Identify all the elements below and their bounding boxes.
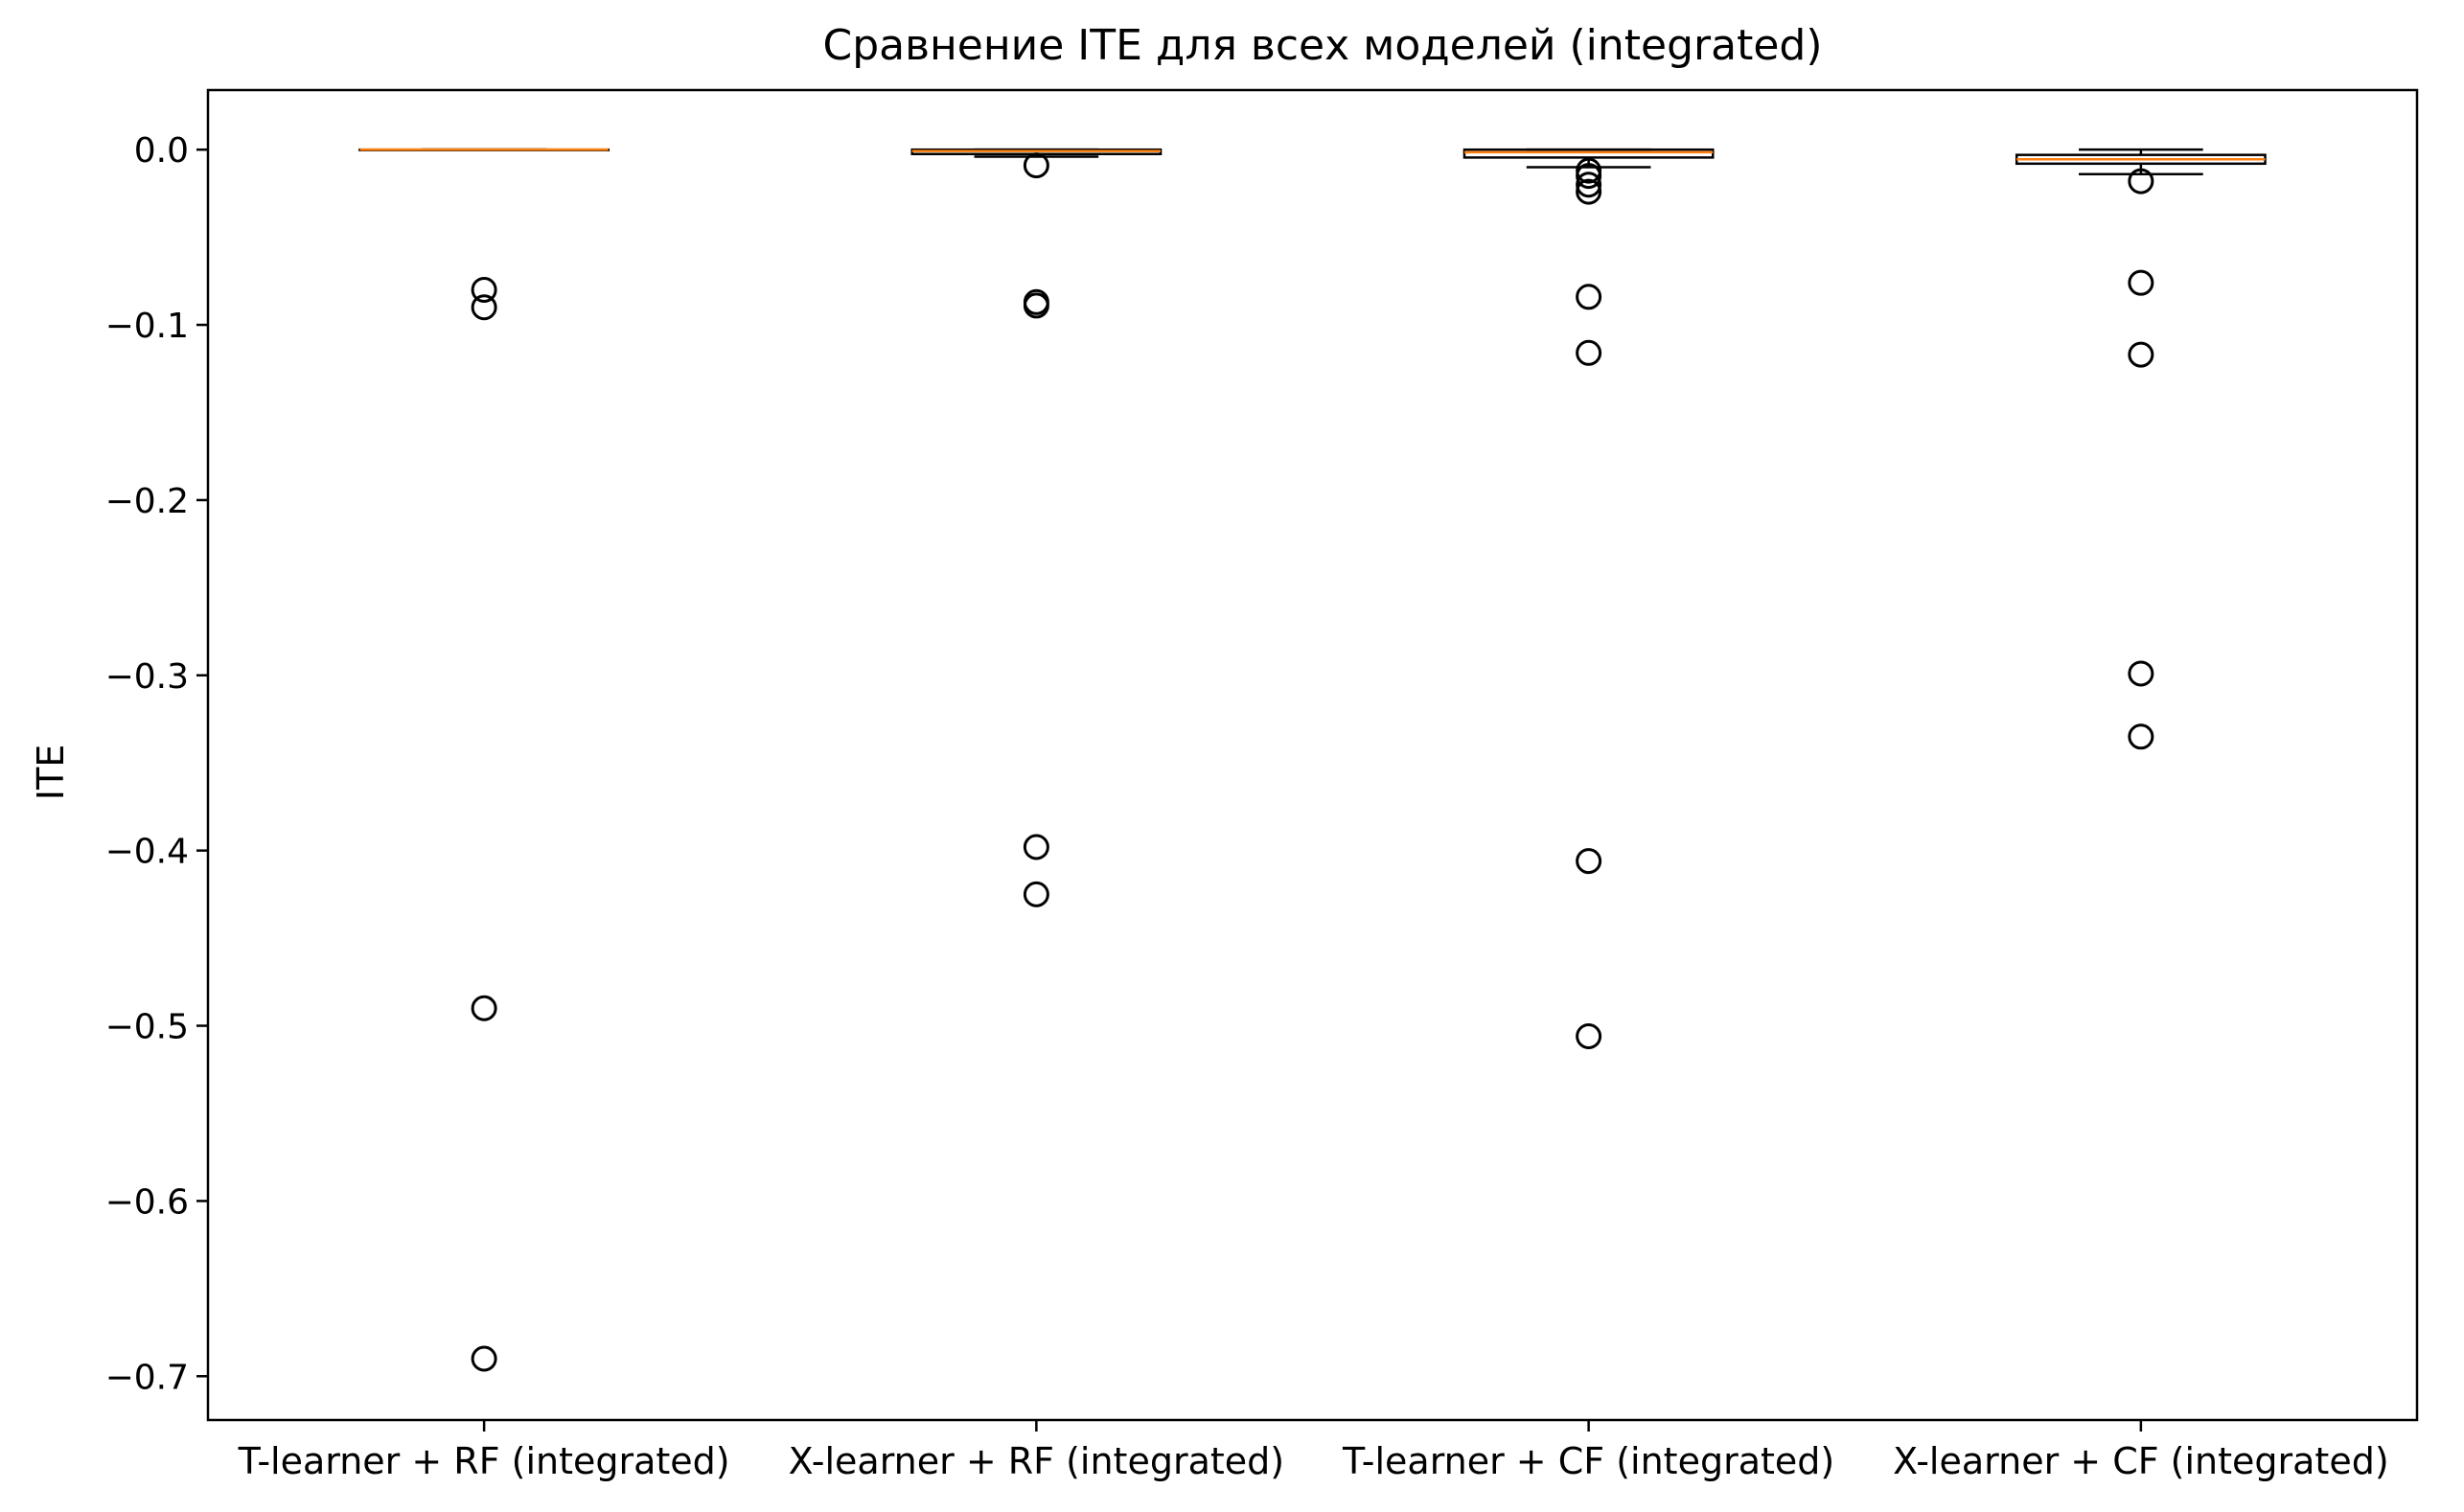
outlier-point bbox=[1576, 339, 1602, 366]
box-plots bbox=[358, 148, 2267, 1372]
outlier-point bbox=[1576, 1023, 1602, 1050]
outlier-point bbox=[1023, 881, 1049, 907]
outlier-point bbox=[471, 995, 497, 1021]
box-group bbox=[2015, 148, 2267, 750]
outlier-point bbox=[2128, 660, 2154, 687]
x-tick-label: T-learner + CF (integrated) bbox=[1342, 1440, 1834, 1482]
box-group bbox=[1462, 148, 1715, 1050]
y-tick-label: −0.5 bbox=[105, 1008, 189, 1047]
x-axis-ticks: T-learner + RF (integrated) X-learner + R… bbox=[238, 1420, 2389, 1482]
x-tick-label: X-learner + RF (integrated) bbox=[789, 1440, 1284, 1482]
y-tick-label: −0.3 bbox=[105, 657, 189, 697]
y-tick-label: −0.6 bbox=[105, 1182, 189, 1222]
y-axis-ticks: 0.0 −0.1 −0.2 −0.3 −0.4 −0.5 −0.6 −0.7 bbox=[105, 131, 208, 1397]
plot-area-frame bbox=[206, 88, 2419, 1422]
outlier-point bbox=[2128, 723, 2154, 750]
outlier-point bbox=[471, 1345, 497, 1372]
outlier-point bbox=[1023, 152, 1049, 179]
box-iqr bbox=[1462, 148, 1715, 159]
outlier-point bbox=[2128, 168, 2154, 195]
outlier-point bbox=[1023, 292, 1049, 319]
box-group bbox=[910, 148, 1163, 907]
y-tick-label: −0.4 bbox=[105, 833, 189, 872]
y-tick-label: −0.7 bbox=[105, 1358, 189, 1397]
outlier-point bbox=[2128, 341, 2154, 368]
outlier-point bbox=[471, 294, 497, 321]
outlier-point bbox=[1576, 178, 1602, 205]
outlier-point bbox=[1576, 848, 1602, 875]
outlier-point bbox=[1576, 172, 1602, 198]
y-tick-label: 0.0 bbox=[134, 131, 189, 171]
outlier-point bbox=[1576, 163, 1602, 190]
chart-title: Сравнение ITE для всех моделей (integrat… bbox=[822, 21, 1822, 70]
y-tick-label: −0.1 bbox=[105, 307, 189, 346]
outlier-point bbox=[2128, 269, 2154, 296]
box-group bbox=[358, 148, 610, 1372]
x-tick-label: T-learner + RF (integrated) bbox=[238, 1440, 730, 1482]
outlier-point bbox=[471, 276, 497, 303]
outlier-point bbox=[1576, 284, 1602, 310]
x-tick-label: X-learner + CF (integrated) bbox=[1893, 1440, 2389, 1482]
y-axis-label: ITE bbox=[30, 745, 72, 800]
y-tick-label: −0.2 bbox=[105, 482, 189, 521]
outlier-point bbox=[1023, 834, 1049, 860]
